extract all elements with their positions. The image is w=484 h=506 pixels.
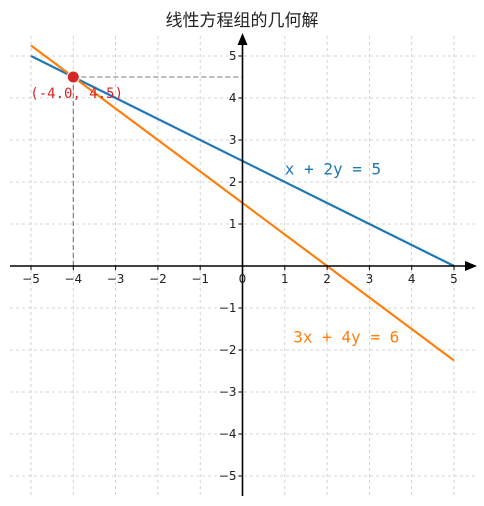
x-tick-label: −1	[191, 272, 209, 286]
y-tick-label: −3	[219, 385, 237, 399]
x-tick-label: −2	[149, 272, 167, 286]
axes	[10, 33, 477, 496]
intersection-guides	[72, 76, 243, 266]
x-tick-label: 2	[323, 272, 331, 286]
y-tick-label: −5	[219, 469, 237, 483]
intersection-point	[66, 70, 80, 84]
equation-label-1: x + 2y = 5	[285, 159, 381, 178]
x-axis-arrow	[465, 261, 477, 271]
intersection-label: (-4.0, 4.5)	[30, 86, 123, 102]
y-axis-arrow	[237, 33, 248, 45]
x-tick-label: 1	[281, 272, 289, 286]
y-tick-label: 3	[229, 133, 237, 147]
x-tick-label: 4	[408, 272, 416, 286]
labels: x + 2y = 5 3x + 4y = 6	[285, 159, 399, 346]
x-tick-label: 0	[239, 272, 247, 286]
y-tick-label: 5	[229, 49, 237, 63]
x-tick-label: −3	[107, 272, 125, 286]
y-tick-label: −2	[219, 343, 237, 357]
chart-title: 线性方程组的几何解	[166, 11, 319, 31]
y-tick-label: 2	[229, 175, 237, 189]
y-tick-label: 4	[229, 91, 237, 105]
ticks: −5 −4 −3 −2 −1 0 1 2 3 4 5 −5 −4 −3 −2 −1 1 2 3 4 5	[22, 49, 458, 483]
y-tick-label: −1	[219, 301, 237, 315]
y-tick-label: 1	[229, 217, 237, 231]
intersection-point-group: (-4.0, 4.5)	[30, 70, 123, 102]
y-tick-label: −4	[219, 427, 237, 441]
x-tick-label: −4	[64, 272, 82, 286]
x-tick-label: 3	[366, 272, 374, 286]
x-tick-label: −5	[22, 272, 40, 286]
x-tick-label: 5	[450, 272, 458, 286]
equation-label-2: 3x + 4y = 6	[293, 327, 399, 346]
